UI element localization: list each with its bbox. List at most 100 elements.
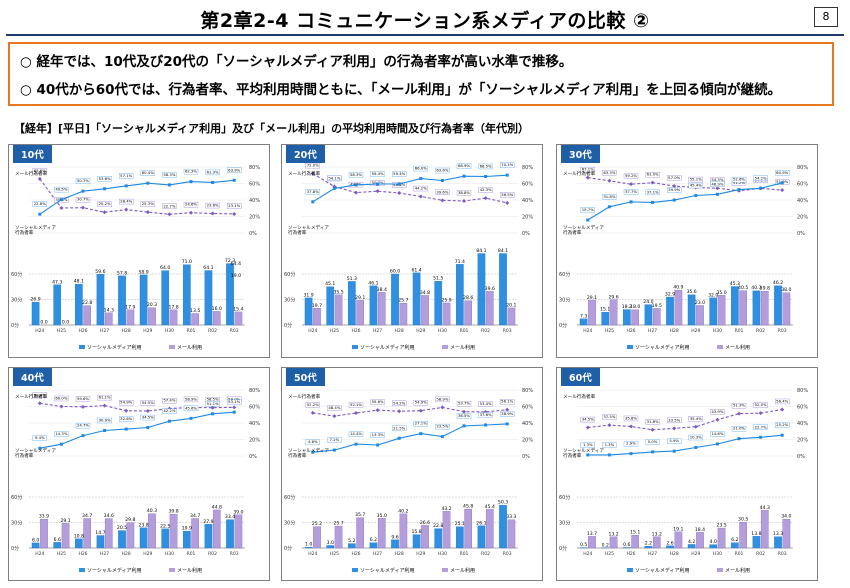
social-bar [75,283,83,326]
social-rate-label: 39.9% [668,187,680,192]
social-rate-point [332,186,336,190]
social-rate-label-box [435,423,450,430]
mail-bar [739,290,747,326]
social-rate-point [354,183,358,187]
mail-rate-point [715,186,720,191]
category-label: H27 [648,551,657,557]
social-rate-label-box [602,442,617,448]
mail-bar [212,311,221,326]
social-rate-label-box [348,431,364,437]
mail-bar [356,517,364,549]
mail-bar [377,292,386,326]
mail-bar [313,308,321,326]
social-rate-label: 58.3% [350,172,362,177]
mail-rate-label: 58.9% [436,396,448,401]
mail-bar [782,518,791,549]
mail-bar-value: 34.7 [82,513,92,519]
category-label: H28 [122,328,131,334]
mail-rate-point [505,200,510,205]
social-rate-point [211,412,215,416]
mail-rate-point [37,401,42,406]
category-label: R02 [208,551,217,557]
mail-rate-point [210,211,215,216]
rate-tick-label: 0% [522,231,530,237]
mail-rate-label: 54.9% [120,400,132,405]
social-rate-point [505,173,509,177]
social-bar-value: 84.1 [476,248,486,254]
mail-rate-point [332,414,337,419]
mail-rate-point [210,405,215,410]
mail-bar [674,290,683,326]
social-bar [477,525,486,549]
mail-bar-value: 34.6 [104,513,114,519]
category-label: H25 [605,328,614,334]
social-rate-line [587,182,783,221]
social-rate-label-box [140,170,155,176]
mail-bar [485,291,494,326]
social-rate-point [59,198,63,202]
chart-panel-60s: 60代 80% 60% 40% 20% 0% 60分 30分 0分 0.5 13.7 H24 0.2 1… [556,367,818,581]
social-bar-value: 23.8 [139,522,149,528]
mail-rate-label-box [183,202,199,208]
social-bar [304,546,313,549]
mail-bar-value: 38.0 [781,287,791,293]
mail-bar-value: 35.7 [355,512,365,518]
mail-rate-label: 39.6% [436,189,448,194]
social-rate-label-box [327,437,342,443]
social-rate-legend: 行為者率 [288,452,307,459]
mail-bar [148,307,156,326]
category-label: H25 [57,328,66,334]
mail-rate-point [672,426,677,431]
social-rate-point [462,424,466,428]
mail-bar-value: 44.8 [212,504,222,510]
legend-social-swatch [352,568,358,572]
mail-rate-point [440,405,445,410]
mail-rate-label-box [435,189,450,195]
social-rate-point [146,181,150,185]
mail-bar [631,309,639,326]
category-label: H30 [438,328,447,334]
social-bar [456,264,464,326]
social-rate-label-box [119,173,134,179]
mail-rate-point [232,211,237,216]
mail-rate-label: 58.9% [185,396,197,401]
social-rate-label-box [667,438,682,444]
panel-title: 20代 [286,145,325,163]
chart-panel-10s: 10代 80% 60% 40% 20% 0% 60分 30分 0分 26.9 0.0 H24 47.3… [8,144,270,358]
social-rate-legend: 行為者率 [563,452,582,459]
social-rate-point [484,423,488,427]
social-rate-label-box [500,411,515,417]
chart-panel-20s: 20代 80% 60% 40% 20% 0% 60分 30分 0分 31.9 19.7 H24 45.… [281,144,543,358]
social-rate-label: 13.3% [372,432,384,437]
mail-bar-value: 18.0 [630,304,640,310]
social-bar [75,538,83,549]
time-tick-label: 60分 [284,271,295,278]
mail-rate-label: 57.0% [668,175,680,180]
social-bar-value: 51.3 [347,276,357,282]
social-rate-point [780,181,784,185]
social-rate-legend: ソーシャルメディア [288,447,329,454]
social-bar [434,281,443,326]
social-rate-label: 2.9% [626,441,636,446]
social-bar [579,318,588,326]
rate-tick-label: 0% [522,454,530,460]
social-bar [31,542,40,549]
mail-bar-value: 23.0 [695,300,705,306]
mail-rate-label: 54.5% [142,400,154,405]
social-bar [499,505,507,549]
social-rate-label-box [710,431,725,437]
legend-social-swatch [627,568,633,572]
social-rate-point [211,180,215,184]
social-bar [731,286,739,326]
mail-rate-label: 59.6% [77,396,89,401]
mail-bar-value: 20.3 [147,302,157,308]
mail-rate-label: 56.4% [776,398,788,403]
summary-line-2: ○ 40代から60代では、行為者率、平均利用時間ともに、「メール利用」が「ソーシ… [20,82,782,98]
social-rate-label: 4.6% [308,439,318,444]
social-bar [774,536,782,549]
social-rate-label-box [183,168,199,175]
time-tick-label: 60分 [559,494,570,501]
rate-tick-label: 80% [249,388,260,394]
category-label: H28 [670,328,679,334]
mail-rate-point [232,405,237,410]
